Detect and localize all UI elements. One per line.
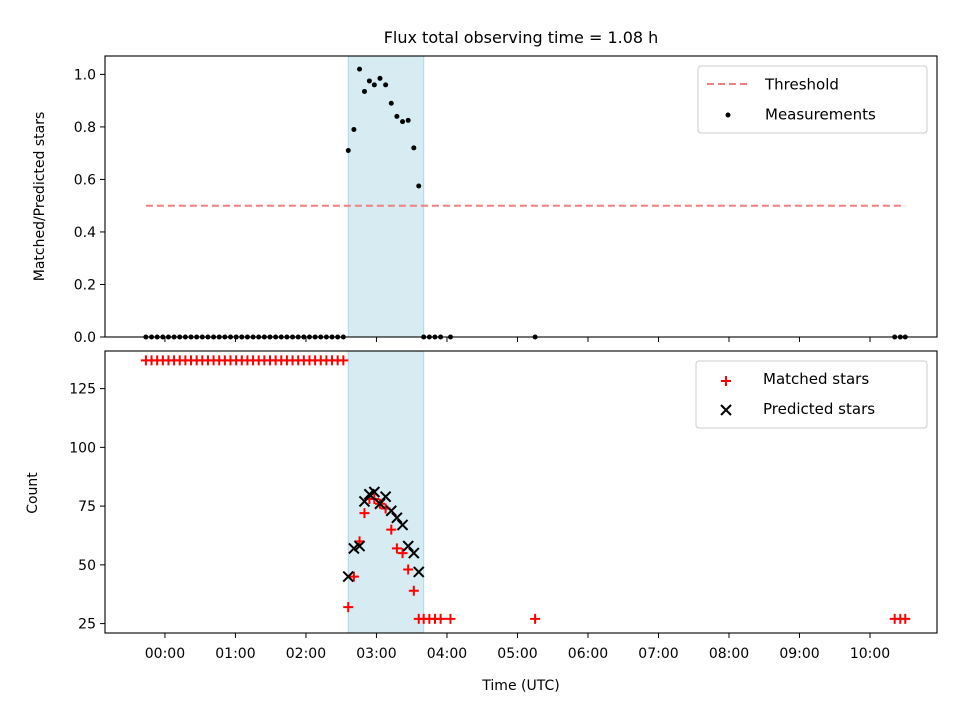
matched-star-marker bbox=[435, 613, 446, 624]
top-legend: Threshold Measurements bbox=[697, 65, 928, 134]
bottom-legend-box bbox=[695, 360, 928, 429]
legend-predicted-swatch bbox=[720, 404, 732, 416]
matched-star-marker bbox=[391, 543, 402, 554]
y-tick-label: 100 bbox=[69, 440, 96, 456]
measurement-point bbox=[416, 183, 422, 189]
x-axis-label: Time (UTC) bbox=[481, 678, 559, 694]
measurement-point bbox=[383, 82, 389, 88]
matched-stars-points bbox=[140, 355, 911, 624]
matched-star-marker bbox=[408, 585, 419, 596]
measurement-point bbox=[361, 88, 367, 94]
predicted-star-marker bbox=[368, 486, 381, 498]
x-tick-label: 03:00 bbox=[356, 646, 396, 662]
y-tick-label: 1.0 bbox=[74, 67, 96, 83]
matched-star-marker bbox=[530, 613, 541, 624]
y-tick-label: 50 bbox=[78, 558, 96, 574]
x-tick-label: 00:00 bbox=[145, 646, 185, 662]
measurement-point bbox=[377, 75, 383, 81]
legend-threshold-label: Threshold bbox=[764, 76, 839, 94]
x-tick-label: 07:00 bbox=[638, 646, 678, 662]
y-tick-label: 75 bbox=[78, 499, 96, 515]
measurement-point bbox=[400, 119, 406, 125]
x-tick-label: 09:00 bbox=[779, 646, 819, 662]
predicted-star-marker bbox=[408, 547, 420, 559]
bottom-panel: 25 50 75 100 125 00:00 01:00 02:00 03:00 04:00 05… bbox=[25, 350, 938, 694]
top-panel: 0.0 0.2 0.4 0.6 0.8 1.0 Matched/Predicted sta… bbox=[32, 55, 938, 346]
bottom-x-axis-ticks: 00:00 01:00 02:00 03:00 04:00 05:00 06:00 07:00… bbox=[145, 633, 890, 662]
matched-star-marker bbox=[343, 602, 354, 613]
measurement-point bbox=[411, 145, 417, 151]
matched-star-marker bbox=[900, 613, 911, 624]
predicted-star-marker bbox=[396, 519, 409, 531]
y-tick-label: 0.4 bbox=[74, 225, 96, 241]
legend-predicted-label: Predicted stars bbox=[763, 400, 875, 418]
measurement-point bbox=[394, 113, 400, 119]
measurement-point bbox=[388, 100, 394, 106]
predicted-star-marker bbox=[413, 566, 425, 578]
chart-title: Flux total observing time = 1.08 h bbox=[384, 28, 659, 47]
x-tick-label: 08:00 bbox=[709, 646, 749, 662]
matched-star-marker bbox=[397, 548, 408, 559]
legend-matched-swatch bbox=[721, 376, 731, 386]
predicted-star-marker bbox=[379, 490, 392, 503]
matched-star-marker bbox=[359, 508, 370, 519]
bottom-legend: Matched stars Predicted stars bbox=[695, 360, 928, 429]
x-tick-label: 02:00 bbox=[286, 646, 326, 662]
bottom-y-axis-ticks: 25 50 75 100 125 bbox=[69, 382, 105, 633]
predicted-star-marker bbox=[358, 495, 371, 508]
top-y-axis-ticks: 0.0 0.2 0.4 0.6 0.8 1.0 bbox=[74, 67, 105, 346]
bottom-axes-frame bbox=[104, 350, 938, 634]
measurement-point bbox=[351, 127, 357, 133]
x-tick-label: 01:00 bbox=[215, 646, 255, 662]
matched-star-marker bbox=[338, 355, 349, 366]
matched-star-marker bbox=[403, 564, 414, 575]
x-tick-label: 04:00 bbox=[427, 646, 467, 662]
legend-matched-label: Matched stars bbox=[763, 370, 869, 388]
predicted-star-marker bbox=[342, 570, 354, 583]
top-axes-frame bbox=[104, 55, 938, 338]
predicted-stars-points bbox=[342, 486, 425, 583]
measurement-point bbox=[357, 66, 363, 72]
legend-measurements-swatch bbox=[725, 112, 731, 118]
measurement-point bbox=[405, 117, 411, 123]
y-tick-label: 0.6 bbox=[74, 172, 96, 188]
measurement-point bbox=[366, 78, 372, 84]
y-tick-label: 125 bbox=[69, 382, 96, 398]
top-legend-box bbox=[697, 65, 928, 134]
top-y-axis-label: Matched/Predicted stars bbox=[32, 112, 48, 282]
y-tick-label: 0.8 bbox=[74, 120, 96, 136]
x-tick-label: 05:00 bbox=[497, 646, 537, 662]
y-tick-label: 25 bbox=[78, 617, 96, 633]
observing-window-span bbox=[347, 350, 425, 634]
matched-star-marker bbox=[445, 613, 456, 624]
matched-star-marker bbox=[348, 571, 359, 582]
legend-measurements-label: Measurements bbox=[765, 106, 876, 124]
x-tick-label: 10:00 bbox=[850, 646, 890, 662]
predicted-star-marker bbox=[353, 540, 366, 552]
y-tick-label: 0.0 bbox=[74, 330, 96, 346]
x-tick-label: 06:00 bbox=[568, 646, 608, 662]
observing-window-span bbox=[347, 55, 425, 338]
y-tick-label: 0.2 bbox=[74, 277, 96, 293]
measurement-point bbox=[371, 82, 377, 88]
matched-star-marker bbox=[386, 524, 397, 535]
bottom-y-axis-label: Count bbox=[25, 472, 41, 514]
measurement-point bbox=[345, 148, 351, 154]
